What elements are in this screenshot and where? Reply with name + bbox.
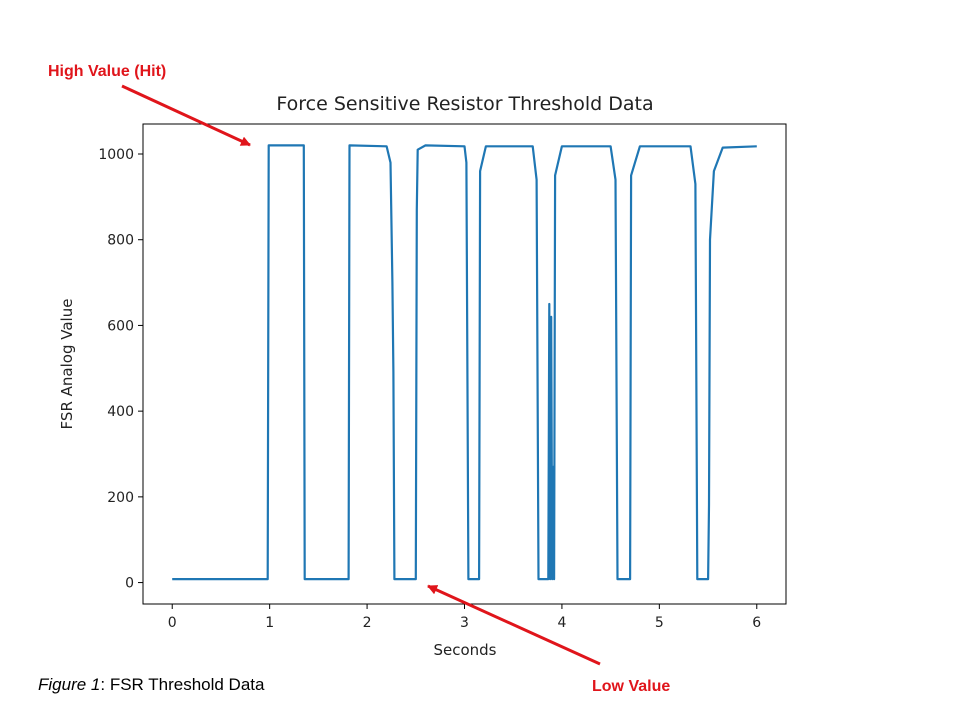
x-tick-label: 0 — [168, 615, 177, 631]
y-tick-label: 200 — [107, 490, 134, 506]
figure-caption: Figure 1: FSR Threshold Data — [38, 675, 264, 695]
x-tick-label: 4 — [557, 615, 566, 631]
figure-caption-text: : FSR Threshold Data — [100, 675, 265, 694]
low-value-annotation: Low Value — [592, 678, 670, 695]
y-axis: 0 200 400 600 800 1000 — [98, 147, 143, 592]
y-tick-label: 400 — [107, 404, 134, 420]
x-axis: 0 1 2 3 4 5 6 — [168, 604, 761, 631]
figure-caption-label: Figure 1 — [38, 675, 101, 694]
series-line — [172, 144, 757, 581]
high-value-annotation: High Value (Hit) — [48, 63, 166, 80]
y-tick-label: 800 — [107, 233, 134, 249]
high-value-arrow — [121, 84, 251, 147]
chart-title: Force Sensitive Resistor Threshold Data — [276, 93, 653, 115]
x-tick-label: 5 — [655, 615, 664, 631]
y-tick-label: 0 — [125, 576, 134, 592]
x-tick-label: 3 — [460, 615, 469, 631]
plot-area: 0 1 2 3 4 5 6 0 200 400 600 800 1000 — [98, 123, 787, 631]
y-tick-label: 600 — [107, 318, 134, 334]
x-tick-label: 6 — [752, 615, 761, 631]
x-tick-label: 2 — [363, 615, 372, 631]
y-tick-label: 1000 — [98, 147, 134, 163]
x-tick-label: 1 — [265, 615, 274, 631]
y-axis-label: FSR Analog Value — [58, 299, 76, 430]
x-axis-label: Seconds — [433, 641, 496, 659]
low-value-arrow — [427, 584, 601, 666]
plot-frame — [142, 123, 787, 605]
